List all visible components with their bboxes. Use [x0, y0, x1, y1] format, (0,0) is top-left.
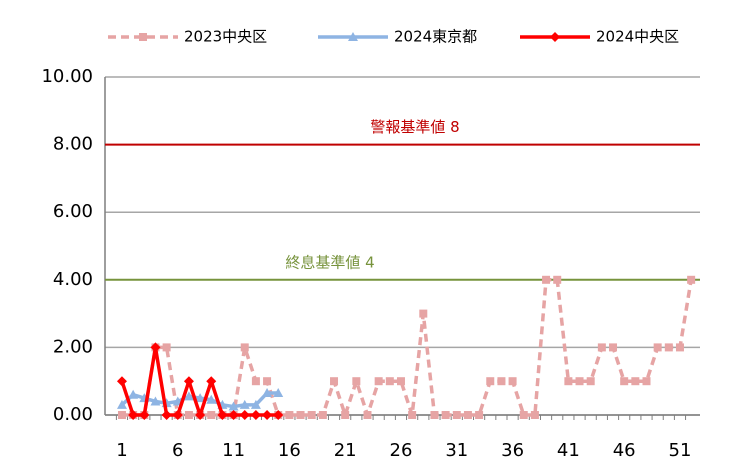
point: [251, 377, 260, 386]
point: [330, 377, 339, 386]
x-tick-label: 26: [390, 440, 413, 461]
point: [228, 401, 239, 411]
point: [452, 411, 461, 419]
x-tick-label: 41: [557, 440, 580, 461]
point: [530, 411, 539, 419]
point: [116, 399, 127, 409]
point: [664, 343, 673, 352]
point: [374, 377, 383, 386]
point: [262, 410, 273, 420]
legend-label: 2024中央区: [596, 28, 679, 46]
point: [653, 343, 662, 352]
point: [519, 411, 528, 419]
series-line: [121, 278, 693, 417]
y-tick-label: 4.00: [53, 269, 93, 290]
x-tick-label: 46: [613, 440, 636, 461]
point: [239, 399, 250, 409]
legend-marker: [348, 32, 358, 41]
x-tick-label: 11: [222, 440, 245, 461]
y-tick-label: 10.00: [41, 66, 93, 87]
y-tick-label: 0.00: [53, 404, 93, 425]
point: [217, 410, 228, 420]
point: [240, 343, 249, 352]
point: [206, 394, 217, 404]
point: [117, 411, 126, 419]
x-tick-label: 6: [172, 440, 183, 461]
point: [273, 410, 284, 420]
point: [575, 377, 584, 386]
x-tick-label: 36: [501, 440, 524, 461]
point: [441, 411, 450, 419]
point: [597, 343, 606, 352]
point: [250, 399, 261, 409]
point: [553, 275, 562, 284]
point: [207, 411, 216, 419]
point: [542, 275, 551, 284]
point: [564, 377, 573, 386]
point: [195, 410, 206, 420]
point: [609, 343, 618, 352]
reference-label: 終息基準値 4: [285, 253, 374, 271]
legend-label: 2024東京都: [394, 28, 477, 46]
point: [206, 376, 217, 387]
point: [307, 411, 316, 419]
point: [463, 411, 472, 419]
point: [195, 393, 206, 403]
point: [318, 411, 327, 419]
x-tick-label: 51: [669, 440, 692, 461]
y-tick-label: 6.00: [53, 201, 93, 222]
point: [161, 410, 172, 420]
point: [419, 309, 428, 318]
point: [128, 389, 139, 399]
x-tick-label: 16: [278, 440, 301, 461]
legend-marker: [550, 32, 560, 42]
point: [675, 343, 684, 352]
point: [250, 410, 261, 420]
point: [363, 411, 372, 419]
point: [116, 376, 127, 387]
point: [341, 411, 350, 419]
point: [497, 377, 506, 386]
point: [139, 410, 150, 420]
point: [586, 377, 595, 386]
point: [430, 411, 439, 419]
point: [385, 377, 394, 386]
point: [228, 410, 239, 420]
point: [128, 410, 139, 420]
point: [687, 275, 696, 284]
reference-label: 警報基準値 8: [370, 118, 459, 136]
point: [172, 410, 183, 420]
x-tick-label: 31: [445, 440, 468, 461]
point: [508, 377, 517, 386]
point: [183, 391, 194, 401]
point: [620, 377, 629, 386]
point: [239, 410, 250, 420]
point: [396, 377, 405, 386]
x-tick-label: 1: [116, 440, 127, 461]
point: [296, 411, 305, 419]
legend-marker: [139, 33, 147, 41]
point: [642, 377, 651, 386]
point: [475, 411, 484, 419]
point: [263, 377, 272, 386]
y-tick-label: 2.00: [53, 336, 93, 357]
point: [184, 411, 193, 419]
x-tick-label: 21: [334, 440, 357, 461]
point: [631, 377, 640, 386]
point: [408, 411, 417, 419]
point: [486, 377, 495, 386]
point: [150, 396, 161, 406]
point: [352, 377, 361, 386]
point: [162, 343, 171, 352]
point: [285, 411, 294, 419]
point: [262, 388, 273, 398]
point: [273, 388, 284, 398]
legend-label: 2023中央区: [184, 28, 267, 46]
y-tick-label: 8.00: [53, 134, 93, 155]
point: [150, 342, 161, 353]
point: [183, 376, 194, 387]
